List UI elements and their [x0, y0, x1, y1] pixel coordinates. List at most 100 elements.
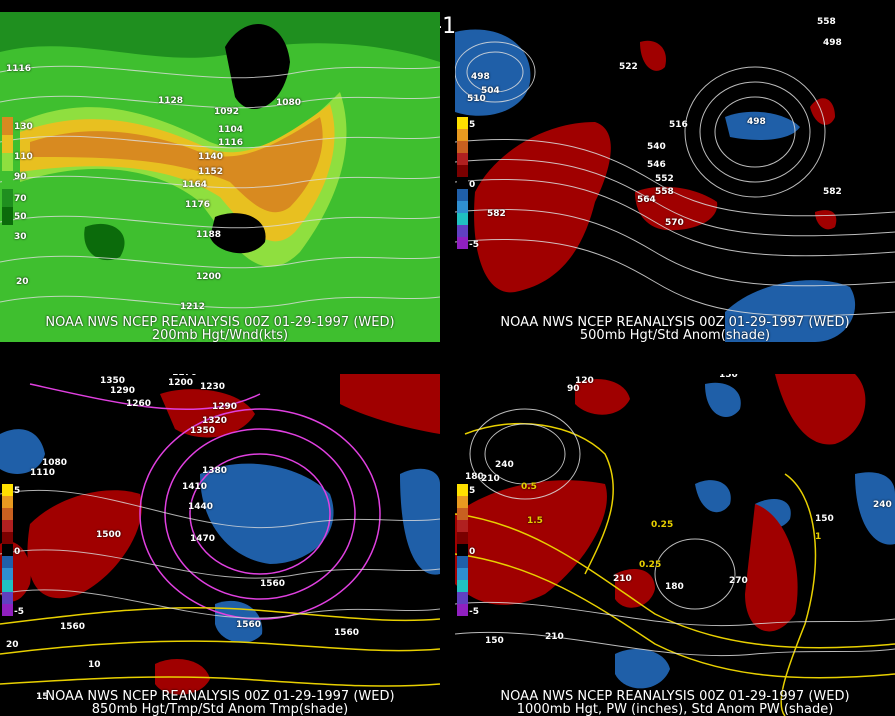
contour-label: 1380 — [202, 466, 228, 476]
panel-200mb: 130 110 90 70 50 30 1116 1128 1092 1104 … — [0, 12, 440, 342]
contour-label: 240 — [495, 460, 514, 470]
legend-label: -5 — [469, 607, 479, 617]
contour-label: 1104 — [218, 125, 244, 135]
contour-label: 1188 — [196, 230, 222, 240]
contour-label: 1350 — [190, 426, 216, 436]
legend-label: 0 — [14, 547, 21, 557]
contour-label: 1560 — [334, 628, 360, 638]
contour-label: 150 — [719, 374, 738, 380]
contour-label: 1410 — [182, 482, 208, 492]
contour-label: 150 — [815, 514, 834, 524]
contour-label: 1170 — [172, 374, 197, 378]
contour-label: 498 — [471, 72, 490, 82]
contour-label: 1560 — [60, 622, 86, 632]
contour-label: 498 — [747, 117, 766, 127]
contour-label: 1290 — [212, 402, 238, 412]
contour-label: 90 — [567, 384, 580, 394]
contour-label: 210 — [481, 474, 500, 484]
contour-label: 498 — [823, 38, 842, 48]
legend-colorbar — [457, 484, 468, 616]
contour-label: 540 — [647, 142, 666, 152]
legend-label: 0 — [469, 547, 476, 557]
contour-label: 240 — [873, 500, 892, 510]
panel-subcaption: 200mb Hgt/Wnd(kts) — [151, 328, 289, 342]
contour-label: 180 — [665, 582, 684, 592]
contour-label: 1560 — [260, 579, 286, 589]
panel-caption: NOAA NWS NCEP REANALYSIS 00Z 01-29-1997 … — [45, 315, 395, 330]
panel-subcaption: 1000mb Hgt, PW (inches), Std Anom PW (sh… — [516, 702, 834, 716]
legend-label: 130 — [14, 122, 33, 132]
contour-label: 0.25 — [639, 560, 662, 570]
map-200mb — [0, 12, 440, 342]
contour-label: 510 — [467, 94, 486, 104]
panel-caption: NOAA NWS NCEP REANALYSIS 00Z 01-29-1997 … — [500, 315, 850, 330]
panel-caption: NOAA NWS NCEP REANALYSIS 00Z 01-29-1997 … — [500, 689, 850, 704]
contour-label: 20 — [6, 640, 19, 650]
contour-label: 522 — [619, 62, 638, 72]
legend-label: 30 — [14, 232, 27, 242]
panel-caption: NOAA NWS NCEP REANALYSIS 00Z 01-29-1997 … — [45, 689, 395, 704]
legend-colorbar — [457, 117, 468, 249]
legend-colorbar — [2, 117, 13, 225]
contour-label: 1116 — [218, 138, 244, 148]
contour-label: 270 — [729, 576, 748, 586]
contour-label: 546 — [647, 160, 666, 170]
legend-label: 110 — [14, 152, 33, 162]
contour-label: 15 — [36, 692, 49, 702]
panel-subcaption: 850mb Hgt/Tmp/Std Anom Tmp(shade) — [91, 702, 349, 716]
contour-label: 1152 — [198, 167, 224, 177]
contour-label: 564 — [637, 195, 656, 205]
map-1000mb — [455, 374, 895, 716]
panel-subcaption: 500mb Hgt/Std Anom(shade) — [579, 328, 771, 342]
contour-label: 210 — [545, 632, 564, 642]
contour-label: 1200 — [196, 272, 222, 282]
contour-label: 558 — [817, 17, 836, 27]
legend-colorbar — [2, 484, 13, 616]
contour-label: 1080 — [276, 98, 302, 108]
map-850mb — [0, 374, 440, 716]
legend-label: -5 — [14, 607, 24, 617]
contour-label: 210 — [613, 574, 632, 584]
contour-label: 0.5 — [521, 482, 537, 492]
contour-label: 1260 — [126, 399, 152, 409]
legend-label: 5 — [14, 486, 21, 496]
contour-label: 1200 — [168, 378, 194, 388]
contour-label: 1110 — [30, 468, 56, 478]
contour-label: 20 — [16, 277, 29, 287]
contour-label: 1350 — [100, 376, 126, 386]
legend-label: 90 — [14, 172, 27, 182]
contour-label: 120 — [575, 376, 594, 386]
legend-label: 5 — [469, 486, 476, 496]
contour-label: 0.25 — [651, 520, 674, 530]
contour-label: 1164 — [182, 180, 208, 190]
contour-label: 1320 — [202, 416, 228, 426]
contour-label: 1116 — [6, 64, 32, 74]
legend-label: 5 — [469, 120, 476, 130]
contour-label: 10 — [88, 660, 101, 670]
contour-label: 1560 — [236, 620, 262, 630]
contour-label: 1230 — [200, 382, 226, 392]
contour-label: 150 — [485, 636, 504, 646]
contour-label: 180 — [465, 472, 484, 482]
contour-label: 1290 — [110, 386, 136, 396]
legend-label: 50 — [14, 212, 27, 222]
contour-label: 552 — [655, 174, 674, 184]
legend-label: -5 — [469, 240, 479, 250]
panel-850mb: 5 0 -5 1350 1290 1170 1200 1260 1230 132… — [0, 374, 440, 716]
contour-label: 1.5 — [527, 516, 543, 526]
contour-label: 516 — [669, 120, 688, 130]
panel-1000mb: 5 0 -5 120 90 150 180 210 240 270 210 18… — [455, 374, 895, 716]
panel-500mb: 5 0 -5 498 504 510 522 516 498 540 546 5… — [455, 12, 895, 342]
contour-label: 582 — [487, 209, 506, 219]
contour-label: 1080 — [42, 458, 68, 468]
contour-label: 582 — [823, 187, 842, 197]
legend-label: 70 — [14, 194, 27, 204]
contour-label: 558 — [655, 187, 674, 197]
contour-label: 504 — [481, 86, 500, 96]
contour-label: 1128 — [158, 96, 184, 106]
contour-label: 1 — [815, 532, 822, 542]
contour-label: 1440 — [188, 502, 214, 512]
legend-label: 0 — [469, 180, 476, 190]
contour-label: 1140 — [198, 152, 224, 162]
map-500mb — [455, 12, 895, 342]
